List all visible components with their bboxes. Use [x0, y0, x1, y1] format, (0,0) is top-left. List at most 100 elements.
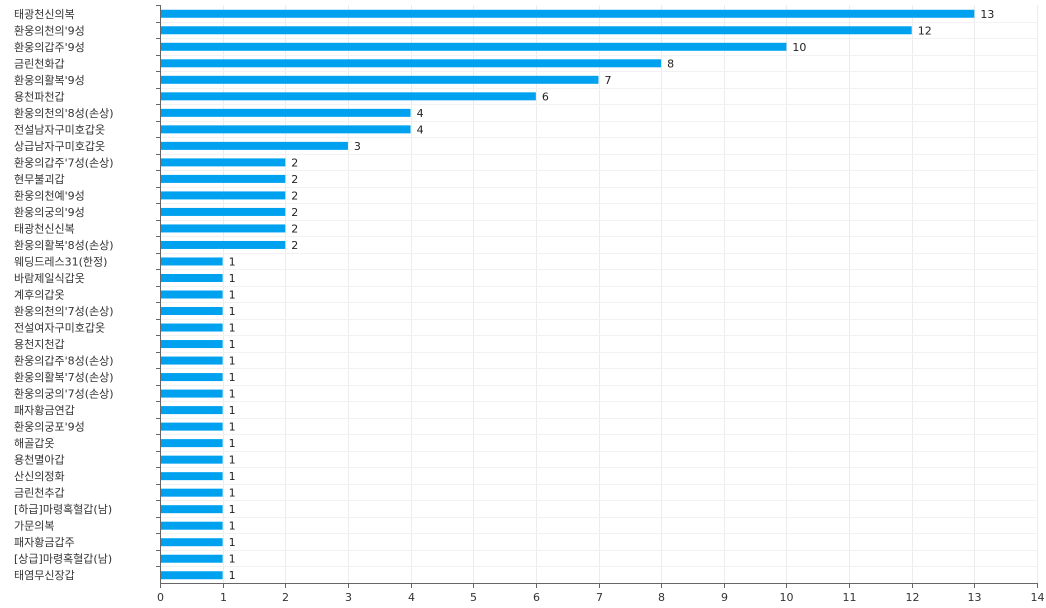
x-axis-tick-label: 3 [345, 591, 352, 604]
y-axis-category-label: 환웅의활복'7성(손상) [14, 370, 114, 384]
bar [160, 158, 286, 167]
bar [160, 323, 223, 332]
y-axis-category-label: 웨딩드레스31(한정) [14, 255, 107, 268]
data-label: 2 [291, 222, 298, 235]
data-label: 1 [229, 503, 236, 516]
bar [160, 26, 912, 35]
x-axis-tick-label: 6 [533, 591, 540, 604]
data-label: 1 [229, 338, 236, 351]
bar [160, 571, 223, 580]
bar [160, 9, 975, 18]
data-label: 1 [229, 322, 236, 335]
data-label: 1 [229, 437, 236, 450]
y-axis-category-label: 용천지천갑 [14, 337, 65, 351]
y-axis-category-label: [하급]마령혹혈갑(남) [14, 502, 112, 516]
bar [160, 42, 787, 51]
data-label: 1 [229, 569, 236, 582]
bar [160, 125, 411, 134]
data-label: 1 [229, 520, 236, 533]
x-axis-tick-label: 12 [906, 591, 920, 604]
data-label: 1 [229, 388, 236, 401]
bar [160, 554, 223, 563]
data-label: 1 [229, 371, 236, 384]
bar [160, 108, 411, 117]
y-axis-category-label: 환웅의갑주'9성 [14, 41, 85, 54]
bar [160, 174, 286, 183]
y-axis-category-label: 가문의복 [14, 520, 54, 533]
bar [160, 141, 348, 150]
data-label: 8 [667, 57, 674, 70]
bar [160, 75, 599, 84]
y-axis-category-label: [상급]마령혹혈갑(남) [14, 552, 112, 566]
data-label: 1 [229, 536, 236, 549]
x-axis-tick-label: 9 [721, 591, 728, 604]
y-axis-category-label: 태염무신장갑 [14, 569, 75, 582]
y-axis-category-label: 환웅의갑주'8성(손상) [14, 355, 114, 368]
y-axis-category-label: 태광천신의복 [14, 7, 75, 21]
data-label: 1 [229, 355, 236, 368]
bar [160, 92, 536, 101]
y-axis-category-label: 해골갑옷 [14, 436, 54, 450]
y-axis-category-label: 금린천추갑 [14, 486, 65, 500]
bar [160, 406, 223, 415]
x-axis-tick-label: 1 [220, 591, 227, 604]
data-label: 1 [229, 487, 236, 500]
bar [160, 191, 286, 200]
y-axis-category-label: 환웅의천의'7성(손상) [14, 304, 114, 318]
y-axis-category-label: 환웅의천의'8성(손상) [14, 106, 114, 120]
data-label: 1 [229, 255, 236, 268]
bar [160, 521, 223, 530]
x-axis-tick-label: 4 [408, 591, 415, 604]
bar [160, 356, 223, 365]
data-label: 2 [291, 189, 298, 202]
y-axis-category-label: 계후의갑옷 [14, 289, 65, 302]
y-axis-category-label: 패자황금연갑 [14, 404, 75, 417]
data-label: 10 [792, 41, 806, 54]
data-label: 2 [291, 206, 298, 219]
x-axis-tick-label: 13 [968, 591, 982, 604]
x-axis-tick-label: 11 [843, 591, 857, 604]
y-axis-category-label: 환웅의천의'9성 [14, 23, 85, 37]
x-axis-tick-label: 0 [157, 591, 164, 604]
data-label: 6 [542, 90, 549, 103]
data-label: 12 [918, 24, 932, 37]
data-label: 2 [291, 239, 298, 252]
y-axis-category-label: 바람제일식갑옷 [14, 271, 85, 285]
y-axis-category-label: 환웅의궁의'7성(손상) [14, 388, 114, 401]
x-axis-tick-label: 5 [470, 591, 477, 604]
y-axis-category-label: 환웅의갑주'7성(손상) [14, 156, 114, 169]
y-axis-category-label: 환웅의궁의'9성 [14, 206, 85, 219]
bar [160, 422, 223, 431]
bar [160, 273, 223, 282]
y-axis-category-label: 용천파천갑 [14, 89, 65, 103]
bar [160, 59, 662, 68]
x-axis-tick-label: 7 [596, 591, 603, 604]
bar [160, 307, 223, 316]
bar [160, 472, 223, 481]
data-label: 1 [229, 454, 236, 467]
x-axis-tick-label: 10 [780, 591, 794, 604]
y-axis-category-label: 환웅의활복'9성 [14, 73, 85, 87]
bar [160, 240, 286, 249]
bar [160, 373, 223, 382]
bar [160, 439, 223, 448]
x-axis-ticks: 0 1 2 3 4 5 6 7 8 9 10 11 12 13 14 [157, 583, 1045, 604]
data-label: 1 [229, 470, 236, 483]
y-axis-category-label: 현무불괴갑 [14, 173, 65, 186]
y-axis-category-label: 산신의정화 [14, 470, 65, 483]
data-label: 2 [291, 173, 298, 186]
y-axis-category-label: 패자황금갑주 [14, 536, 75, 549]
y-axis-category-label: 금린천화갑 [14, 56, 65, 70]
y-axis-category-label: 환웅의활복'8성(손상) [14, 238, 114, 252]
data-label: 7 [605, 74, 612, 87]
data-label: 3 [354, 140, 361, 153]
bar [160, 224, 286, 233]
data-label: 1 [229, 305, 236, 318]
bar [160, 389, 223, 398]
y-axis-category-label: 환웅의궁포'9성 [14, 421, 85, 434]
bar [160, 488, 223, 497]
grid-lines [160, 5, 1038, 583]
y-axis-labels: 태광천신의복환웅의천의'9성환웅의갑주'9성금린천화갑환웅의활복'9성용천파천갑… [14, 7, 114, 582]
